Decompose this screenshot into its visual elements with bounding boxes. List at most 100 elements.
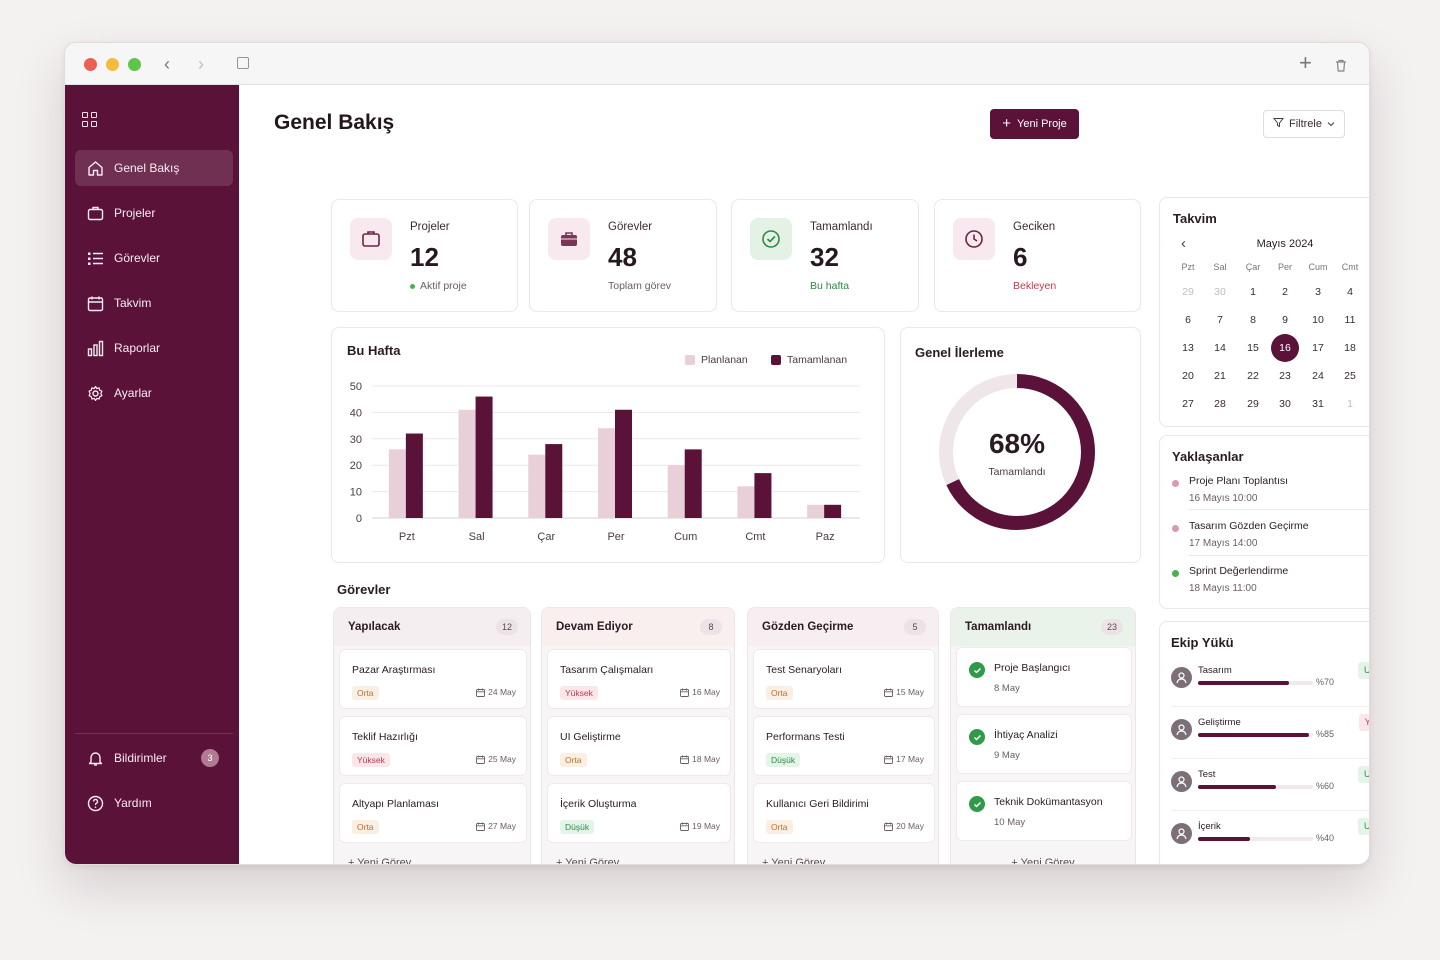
task-card[interactable]: Pazar Araştırması Orta 24 May [339,649,527,709]
sidebar-item-takvim[interactable]: Takvim [75,285,233,321]
calendar-day[interactable]: 23 [1279,370,1291,382]
task-card[interactable]: Teknik Dokümantasyon 10 May [956,781,1132,841]
team-member-row[interactable]: İçerik %40 Uygun [1171,816,1369,856]
bar-planned[interactable] [388,449,406,518]
task-card[interactable]: Proje Başlangıcı 8 May [956,647,1132,707]
calendar-day[interactable]: 10 [1312,314,1324,326]
bar-planned[interactable] [598,428,615,518]
calendar-day[interactable]: 1 [1250,286,1256,298]
calendar-day[interactable]: 14 [1214,342,1226,354]
team-member-row[interactable]: Test %60 Uygun [1171,764,1369,804]
calendar-day[interactable]: 27 [1182,398,1194,410]
calendar-day[interactable]: 28 [1214,398,1226,410]
calendar-day[interactable]: 22 [1247,370,1259,382]
calendar-day[interactable]: 4 [1347,286,1353,298]
add-task-button[interactable]: + Yeni Görev [348,857,411,864]
calendar-day[interactable]: 15 [1247,342,1259,354]
calendar-day[interactable]: 8 [1250,314,1256,326]
bar-completed[interactable] [684,449,702,518]
stat-card-completed[interactable]: Tamamlandı 32 Bu hafta [731,199,919,312]
event-dot [1172,480,1179,487]
calendar-day[interactable]: 12 [1368,308,1369,332]
stat-card-projects[interactable]: Projeler 12 Aktif proje [331,199,518,312]
calendar-day[interactable]: 18 [1344,342,1356,354]
user-avatar-icon [1171,823,1192,844]
task-card[interactable]: Kullanıcı Geri Bildirimi Orta 20 May [753,783,935,843]
bar-completed[interactable] [824,504,842,518]
calendar-day[interactable]: 21 [1214,370,1226,382]
bar-completed[interactable] [475,396,493,518]
sidebar-item-gorevler[interactable]: Görevler [75,240,233,276]
title-bar: ‹ › + [65,43,1369,85]
task-card[interactable]: İçerik Oluşturma Düşük 19 May [547,783,731,843]
upcoming-item[interactable]: Sprint Değerlendirme 18 Mayıs 11:00 [1172,565,1369,609]
calendar-day[interactable]: 11 [1344,314,1356,326]
calendar-day[interactable]: 13 [1182,342,1194,354]
task-card[interactable]: Performans Testi Düşük 17 May [753,716,935,776]
stat-card-tasks[interactable]: Görevler 48 Toplam görev [529,199,717,312]
calendar-day[interactable]: 26 [1368,364,1369,388]
bar-planned[interactable] [667,465,685,518]
sidebar-item-projeler[interactable]: Projeler [75,195,233,231]
calendar-day[interactable]: 6 [1185,314,1191,326]
add-task-button[interactable]: + Yeni Görev [556,857,619,864]
calendar-day[interactable]: 2 [1282,286,1288,298]
bar-planned[interactable] [807,504,825,518]
new-project-button[interactable]: + Yeni Proje [990,109,1079,139]
sidebar-item-genel-bakis[interactable]: Genel Bakış [75,150,233,186]
apps-grid-icon[interactable] [82,112,98,128]
bar-completed[interactable] [405,433,423,518]
calendar-day[interactable]: 25 [1344,370,1356,382]
maximize-window-button[interactable] [128,58,141,71]
sidebar-item-ayarlar[interactable]: Ayarlar [75,375,233,411]
calendar-day[interactable]: 3 [1315,286,1321,298]
upcoming-item[interactable]: Proje Planı Toplantısı 16 Mayıs 10:00 [1172,475,1369,519]
calendar-day[interactable]: 7 [1217,314,1223,326]
calendar-day[interactable]: 29 [1182,286,1194,298]
calendar-day[interactable]: 24 [1312,370,1324,382]
stat-card-overdue[interactable]: Geciken 6 Bekleyen [934,199,1141,312]
calendar-day[interactable]: 30 [1214,286,1226,298]
forward-icon[interactable]: › [198,54,204,74]
priority-badge: Yüksek [352,753,390,767]
calendar-day[interactable]: 9 [1282,314,1288,326]
task-card[interactable]: Teklif Hazırlığı Yüksek 25 May [339,716,527,776]
bar-planned[interactable] [737,486,755,518]
calendar-day[interactable]: 5 [1368,280,1369,304]
calendar-day[interactable]: 19 [1368,336,1369,360]
calendar-day[interactable]: 2 [1368,392,1369,416]
calendar-day[interactable]: 31 [1312,398,1324,410]
upcoming-item[interactable]: Tasarım Gözden Geçirme 17 Mayıs 14:00 [1172,520,1369,564]
new-tab-icon[interactable]: + [1299,50,1312,75]
sidebar-item-bildirimler[interactable]: Bildirimler 3 [75,740,233,776]
task-card[interactable]: Tasarım Çalışmaları Yüksek 16 May [547,649,731,709]
tab-icon[interactable] [237,57,249,69]
add-task-button[interactable]: + Yeni Görev [951,857,1135,864]
task-card[interactable]: İhtiyaç Analizi 9 May [956,714,1132,774]
sidebar-item-yardim[interactable]: Yardım [75,785,233,821]
trash-icon[interactable] [1335,56,1347,78]
bar-completed[interactable] [615,409,632,518]
bar-completed[interactable] [754,473,772,518]
sidebar-item-raporlar[interactable]: Raporlar [75,330,233,366]
team-member-row[interactable]: Geliştirme %85 Yoğun [1171,712,1369,752]
add-task-button[interactable]: + Yeni Görev [762,857,825,864]
calendar-day[interactable]: 17 [1312,342,1324,354]
bar-planned[interactable] [528,454,546,518]
bar-planned[interactable] [458,409,476,518]
task-card[interactable]: Altyapı Planlaması Orta 27 May [339,783,527,843]
calendar-day[interactable]: 20 [1182,370,1194,382]
filter-button[interactable]: Filtrele [1263,110,1345,138]
team-member-row[interactable]: Tasarım %70 Uygun [1171,660,1369,700]
chevron-left-icon[interactable]: ‹ [1181,235,1186,252]
calendar-day[interactable]: 1 [1347,398,1353,410]
calendar-day[interactable]: 30 [1279,398,1291,410]
bar-completed[interactable] [545,444,563,518]
calendar-day[interactable]: 29 [1247,398,1259,410]
back-icon[interactable]: ‹ [164,54,170,74]
close-window-button[interactable] [84,58,97,71]
task-card[interactable]: UI Geliştirme Orta 18 May [547,716,731,776]
calendar-day[interactable]: 16 [1271,334,1299,362]
task-card[interactable]: Test Senaryoları Orta 15 May [753,649,935,709]
minimize-window-button[interactable] [106,58,119,71]
